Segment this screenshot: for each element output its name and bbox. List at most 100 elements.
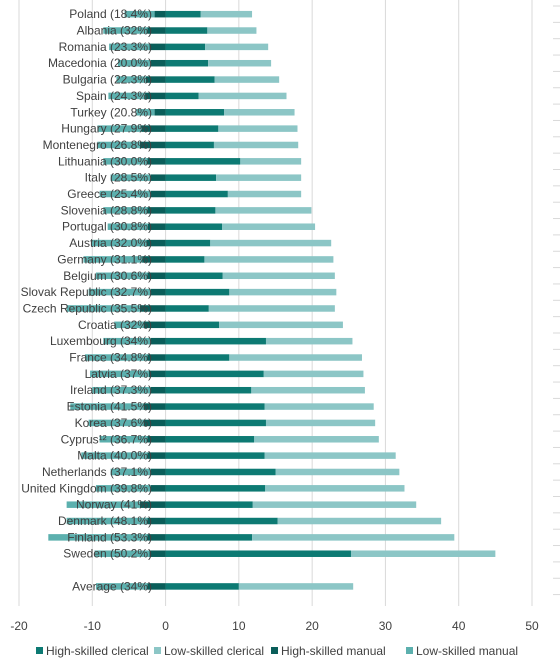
x-tick-label: 20 (305, 619, 319, 633)
category-label: Albania (32%) (77, 24, 152, 38)
category-label: Hungary (27.9%) (61, 122, 152, 136)
bar-segment (165, 436, 255, 443)
bar-segment (264, 452, 396, 459)
bar-segment (70, 403, 144, 410)
bar-segment (165, 207, 216, 214)
category-label: Sweden (50.2%) (63, 547, 152, 561)
category-label: Estonia (41.5%) (67, 400, 152, 414)
bar-segment (213, 141, 299, 149)
bar-segment (275, 468, 400, 476)
bar-segment (66, 305, 140, 312)
bar-segment (165, 337, 266, 345)
bar-segment (165, 501, 253, 508)
category-label: Finland (53.3%) (67, 530, 152, 544)
x-tick-label: -20 (10, 619, 28, 633)
bar-segment (88, 419, 144, 427)
category-label: Austria (32.0%) (69, 236, 152, 250)
bar-segment (145, 76, 166, 83)
bar-segment (103, 158, 148, 165)
bar-segment (218, 125, 298, 132)
bar-segment (99, 436, 148, 443)
legend-swatch (36, 647, 43, 654)
bar-segment (207, 27, 257, 34)
bar-segment (103, 27, 148, 34)
gridlines (18, 0, 560, 606)
bar-segment (88, 288, 151, 296)
bar-segment (66, 501, 140, 508)
bar-segment (165, 534, 253, 541)
bar-segment (264, 403, 374, 410)
category-label: Spain (24.3%) (76, 89, 152, 103)
bar-segment (210, 239, 332, 247)
category-label: Poland (18.4%) (69, 7, 152, 21)
bar-segment (95, 583, 148, 590)
bar-segment (91, 239, 147, 247)
bar-segment (124, 10, 155, 18)
bar-segment (103, 337, 151, 345)
bar-segment (117, 59, 151, 67)
bar-segment (150, 485, 166, 492)
bar-segment (208, 59, 272, 67)
bar-segment (108, 92, 146, 100)
bar-segment (240, 158, 302, 165)
bar-segment (165, 158, 241, 165)
bar-segment (142, 256, 166, 263)
bar-segment (165, 288, 230, 296)
bar-segment (148, 370, 166, 378)
bar-segment (109, 43, 150, 51)
bar-segment (165, 174, 217, 181)
bar-segment (165, 10, 201, 18)
bar-segment (147, 272, 166, 280)
bar-segment (150, 190, 166, 198)
category-label: United Kingdom (39.8%) (21, 481, 152, 495)
bar-segment (265, 337, 353, 345)
category-label: Turkey (20.8%) (70, 105, 152, 119)
bar-segment (143, 403, 166, 410)
bar-segment (277, 517, 442, 525)
bar-segment (83, 256, 143, 263)
bar-segment (252, 534, 455, 541)
bar-segment (198, 92, 287, 100)
category-label: Denmark (48.1%) (58, 514, 152, 528)
bar-segment (165, 59, 209, 67)
category-label: Korea (37.6%) (75, 416, 152, 430)
bar-segment (254, 436, 379, 443)
bar-segment (116, 76, 146, 83)
bar-segment (149, 550, 166, 557)
bar-segment (165, 354, 230, 361)
bar-segment (165, 239, 211, 247)
bar-segment (107, 223, 148, 230)
bar-segment (204, 256, 334, 263)
category-label: Montenegro (26.8%) (43, 138, 152, 152)
category-label: Lithuania (30.0%) (58, 154, 152, 168)
category-label: Romania (23.3%) (59, 40, 152, 54)
bar-segment (110, 174, 151, 181)
bar-segment (229, 354, 362, 361)
bar-segment (165, 76, 215, 83)
category-label: Germany (31.1%) (57, 252, 152, 266)
x-tick-label: 0 (162, 619, 169, 633)
bar-segment (222, 272, 335, 280)
bar-segment (165, 452, 265, 459)
bar-segment (99, 190, 151, 198)
x-axis-ticks: -20 -10 0 10 20 30 40 50 (10, 619, 539, 633)
bar-segment (165, 109, 225, 116)
category-label: Luxembourg (34%) (50, 334, 152, 348)
bar-segment (165, 386, 252, 394)
legend-label: Low-skilled clerical (164, 644, 264, 658)
category-label: Netherlands (37.1%) (42, 465, 152, 479)
category-label: Macedonia (20.0%) (48, 56, 152, 70)
bar-segment (154, 109, 166, 116)
category-label: Greece (25.4%) (67, 187, 152, 201)
bar-segment (149, 43, 166, 51)
bar-segment (95, 485, 151, 492)
bar-segment (165, 256, 205, 263)
bar-segment (222, 223, 316, 230)
legend-swatch (271, 647, 278, 654)
bar-segment (154, 10, 166, 18)
category-label: Norway (41%) (76, 498, 152, 512)
bar-segment (147, 452, 166, 459)
bar-segment (200, 10, 253, 18)
bar-segment (165, 321, 220, 329)
